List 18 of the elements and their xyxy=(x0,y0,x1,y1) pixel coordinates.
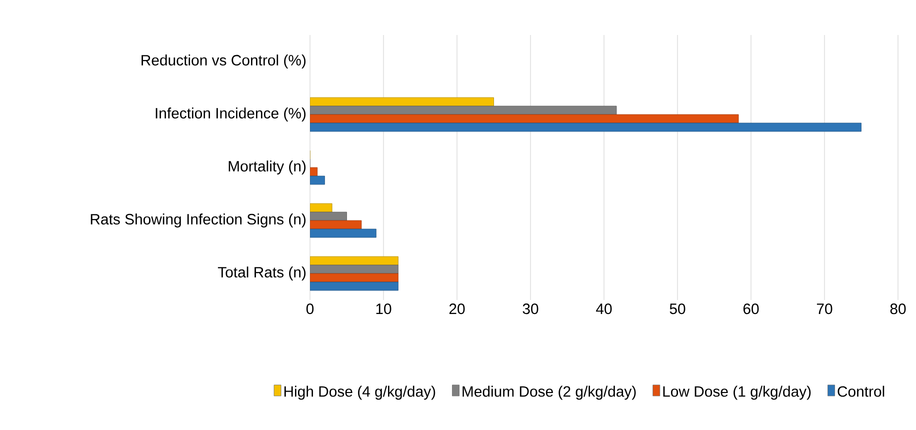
legend-label: Low Dose (1 g/kg/day) xyxy=(663,386,811,400)
x-tick-label: 80 xyxy=(890,304,906,314)
y-tick-label: Rats Showing Infection Signs (n) xyxy=(90,214,306,228)
legend-label: Control xyxy=(838,386,884,397)
y-tick-label: Infection Incidence (%) xyxy=(156,108,306,122)
legend-label: High Dose (4 g/kg/day) xyxy=(284,386,436,400)
y-tick-label: Total Rats (n) xyxy=(218,266,306,280)
x-tick-label: 0 xyxy=(306,304,314,314)
legend-label: Medium Dose (2 g/kg/day) xyxy=(462,386,636,400)
x-tick-label: 40 xyxy=(596,304,612,314)
x-tick-label: 70 xyxy=(816,304,832,314)
x-tick-label: 60 xyxy=(743,304,759,314)
x-tick-label: 10 xyxy=(376,304,392,314)
x-tick-label: 30 xyxy=(522,304,538,314)
x-tick-label: 50 xyxy=(670,304,686,314)
x-tick-label: 20 xyxy=(449,304,465,314)
y-tick-label: Reduction vs Control (%) xyxy=(142,54,306,68)
y-tick-label: Mortality (n) xyxy=(228,160,306,174)
